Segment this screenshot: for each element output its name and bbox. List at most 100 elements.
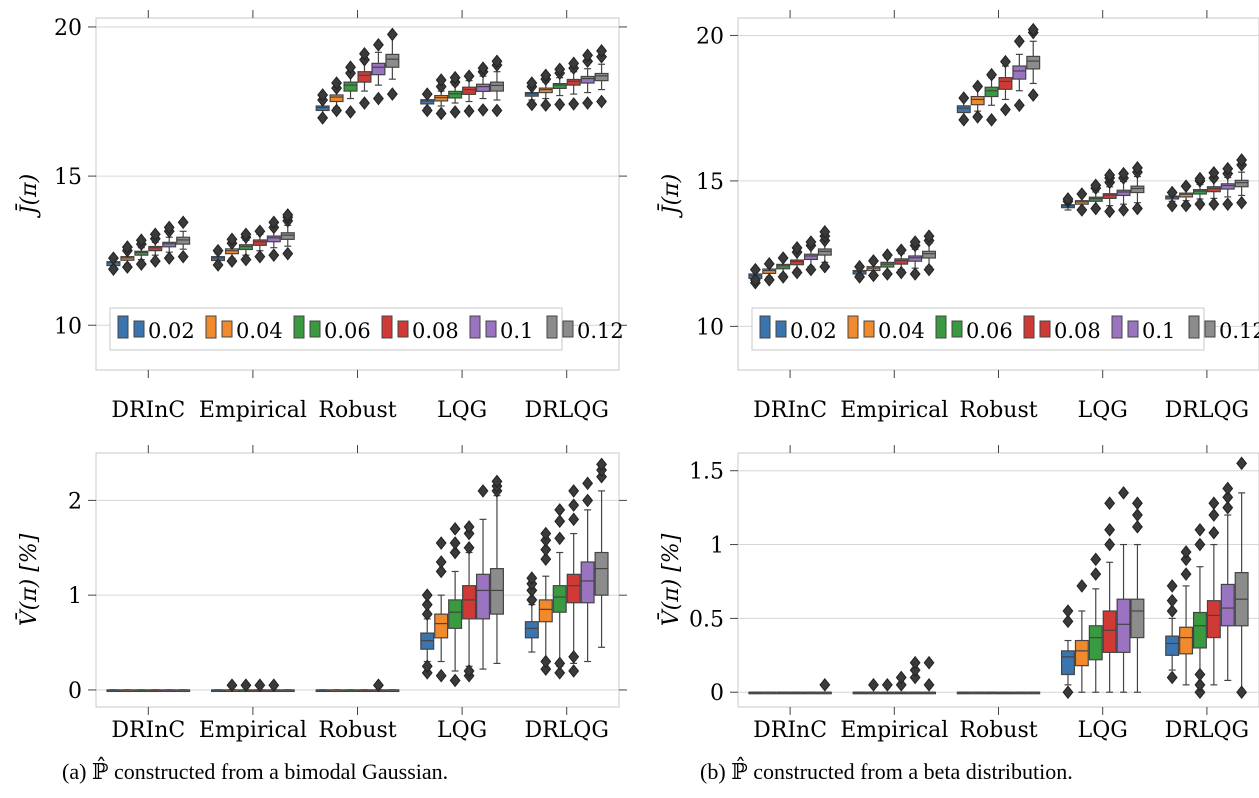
outlier-point — [107, 251, 119, 265]
outlier-point — [749, 273, 761, 287]
outlier-point — [819, 225, 831, 239]
box-0.06 — [1192, 189, 1207, 195]
outlier-point — [909, 663, 921, 677]
plot-frame — [737, 452, 1259, 708]
outlier-point — [568, 484, 580, 498]
box-0.02 — [1165, 635, 1180, 656]
outlier-point — [1194, 522, 1206, 537]
outlier-point — [909, 655, 921, 670]
y-tick-label: 1 — [68, 584, 82, 609]
outlier-point — [554, 97, 566, 112]
outlier-point — [986, 113, 997, 127]
x-tick-label: Empirical — [840, 718, 948, 743]
outlier-point — [177, 215, 189, 230]
outlier-point — [268, 678, 280, 693]
outlier-point — [1194, 197, 1206, 211]
outlier-point — [881, 267, 893, 281]
x-tick-label: DRLQG — [524, 718, 608, 743]
outlier-point — [568, 664, 580, 678]
box-0.06 — [552, 83, 567, 90]
legend-swatch — [1127, 320, 1139, 338]
legend-label: 0.1 — [500, 319, 533, 343]
outlier-point — [149, 227, 161, 242]
outlier-point — [582, 48, 594, 63]
outlier-point — [749, 262, 761, 277]
outlier-point — [777, 270, 789, 284]
box-0.04 — [329, 94, 344, 103]
outlier-point — [554, 656, 566, 671]
outlier-point — [986, 67, 997, 82]
legend-swatch — [293, 315, 305, 339]
legend-swatch — [485, 320, 497, 338]
outlier-point — [421, 103, 433, 118]
outlier-point — [805, 235, 817, 249]
outlier-point — [1180, 545, 1192, 559]
legend-swatch — [309, 320, 321, 338]
outlier-point — [317, 88, 329, 102]
outlier-point — [1194, 537, 1206, 552]
legend-swatch — [775, 320, 787, 338]
outlier-point — [435, 555, 447, 569]
outlier-point — [923, 655, 935, 670]
outlier-point — [449, 522, 461, 536]
outlier-point — [923, 678, 935, 692]
outlier-point — [491, 474, 503, 489]
x-tick-label: DRInC — [111, 718, 185, 743]
legend-swatch — [562, 320, 574, 338]
box-0.12 — [385, 53, 400, 68]
box-0.08 — [790, 259, 805, 266]
legend-swatch — [1204, 320, 1216, 338]
outlier-point — [763, 273, 775, 287]
outlier-point — [463, 664, 475, 678]
outlier-point — [226, 254, 238, 268]
outlier-point — [1118, 203, 1129, 217]
x-tick-label: DRLQG — [1165, 398, 1249, 423]
outlier-point — [1131, 508, 1143, 522]
box-0.1 — [580, 561, 595, 604]
outlier-point — [449, 536, 461, 550]
box-0.12 — [594, 551, 609, 596]
box-0.1 — [476, 573, 491, 620]
legend-label: 0.12 — [1219, 319, 1259, 343]
outlier-point — [1194, 685, 1206, 700]
y-tick-label: 10 — [696, 315, 724, 340]
outlier-point — [1180, 179, 1192, 193]
outlier-point — [1027, 22, 1039, 37]
box-0.06 — [343, 81, 358, 92]
y-tick-label: 1.5 — [689, 460, 724, 485]
y-tick-label: 15 — [696, 170, 724, 195]
box-0.02 — [524, 621, 539, 639]
outlier-point — [449, 545, 461, 560]
x-tick-label: Empirical — [199, 718, 307, 743]
outlier-point — [107, 262, 119, 276]
outlier-point — [149, 254, 161, 268]
box-0.08 — [1102, 193, 1117, 199]
box-0.08 — [998, 77, 1013, 90]
outlier-point — [477, 484, 489, 498]
legend-swatch — [397, 320, 409, 338]
outlier-point — [1104, 204, 1116, 219]
box-0.1 — [266, 235, 281, 243]
outlier-point — [1000, 102, 1011, 117]
outlier-point — [881, 248, 893, 262]
legend-swatch — [205, 315, 217, 339]
x-tick-label: DRInC — [753, 398, 827, 423]
outlier-point — [582, 493, 594, 508]
outlier-point — [568, 97, 580, 111]
outlier-point — [1222, 500, 1234, 515]
outlier-point — [1222, 490, 1234, 505]
outlier-point — [1222, 197, 1234, 211]
outlier-point — [421, 87, 433, 101]
box-0.12 — [922, 250, 937, 259]
outlier-point — [1104, 537, 1116, 552]
box-0.02 — [1060, 650, 1075, 676]
outlier-point — [540, 542, 552, 557]
outlier-point — [1104, 168, 1116, 182]
box-0.12 — [1130, 185, 1145, 194]
y-tick-label: 20 — [696, 24, 724, 49]
outlier-point — [477, 103, 489, 117]
y-tick-label: 0 — [710, 681, 724, 706]
outlier-point — [1236, 685, 1248, 700]
x-tick-label: Empirical — [840, 398, 948, 423]
outlier-point — [386, 27, 398, 42]
